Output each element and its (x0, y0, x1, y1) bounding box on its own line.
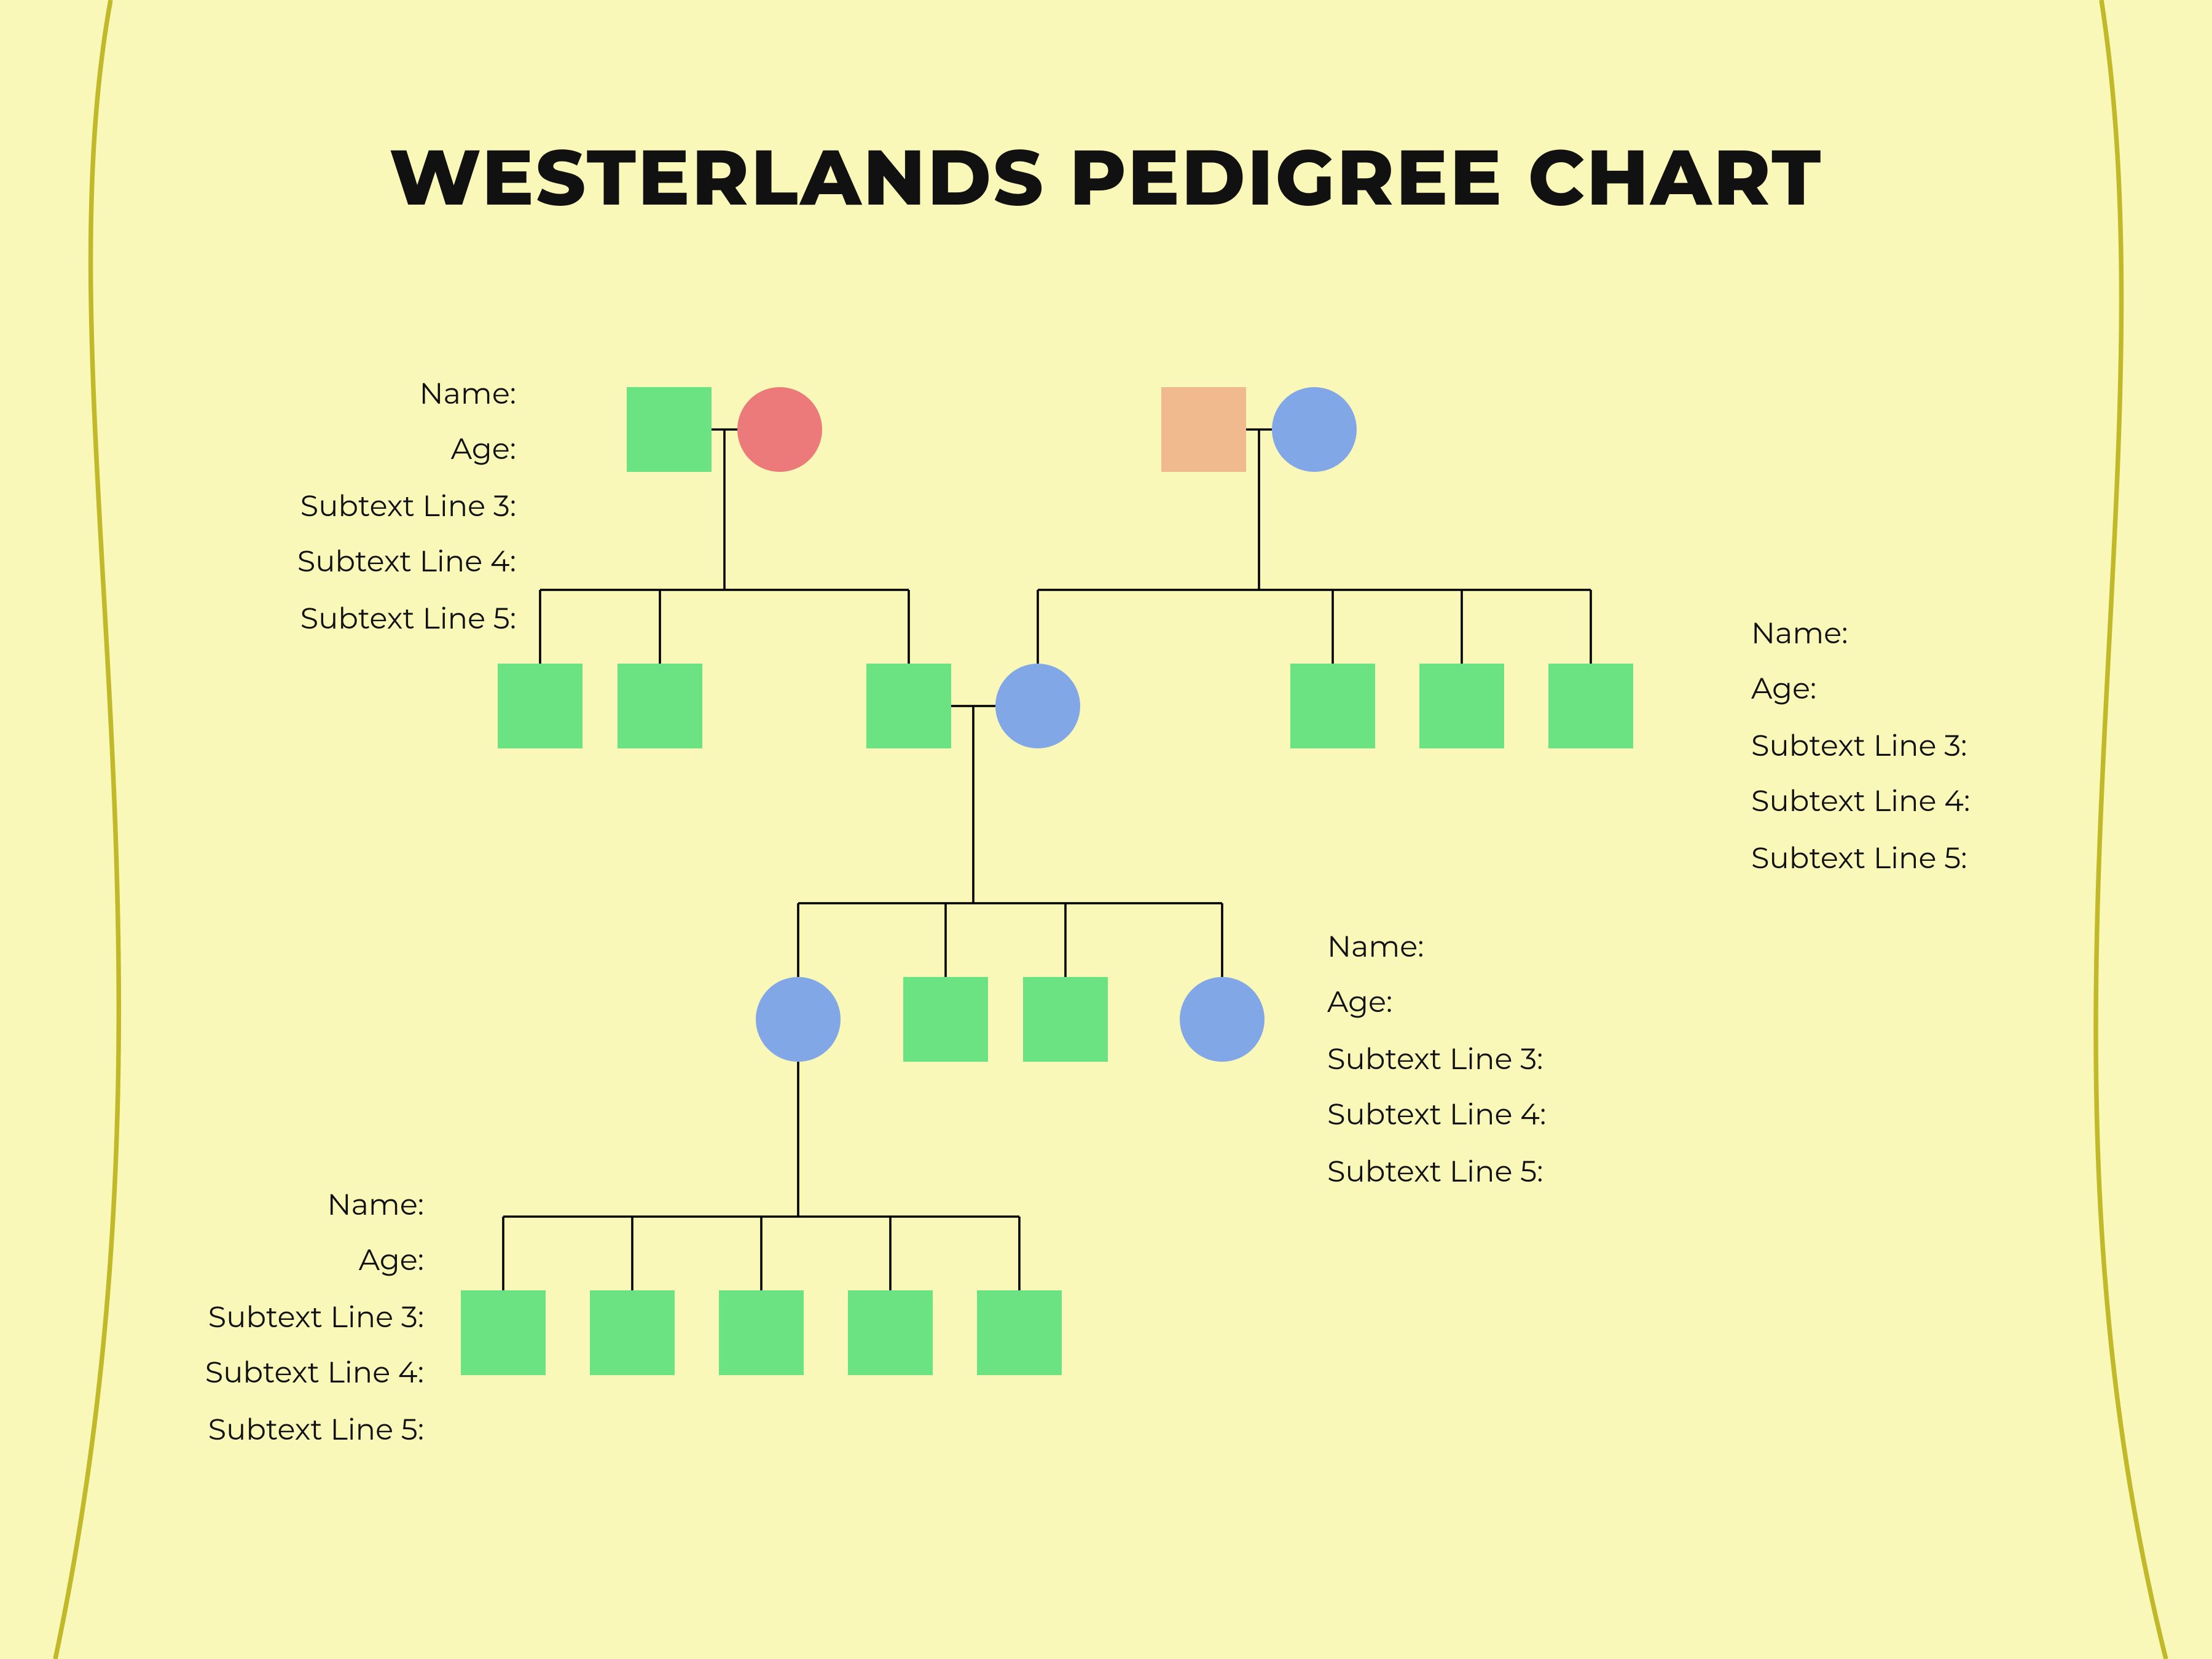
node-g4-3 (719, 1290, 804, 1375)
node-g2-4f (995, 664, 1080, 748)
label-line: Subtext Line 4: (205, 1348, 424, 1404)
label-block-lbl-2: Name:Age:Subtext Line 3:Subtext Line 4:S… (1751, 608, 1970, 888)
label-line: Subtext Line 5: (1751, 833, 1970, 888)
label-line: Subtext Line 4: (297, 537, 516, 593)
node-g1-f (737, 387, 822, 472)
node-g3-2 (903, 977, 988, 1062)
label-block-lbl-3: Name:Age:Subtext Line 3:Subtext Line 4:S… (1327, 922, 1546, 1202)
label-line: Subtext Line 5: (1327, 1146, 1546, 1202)
label-line: Subtext Line 3: (1751, 720, 1970, 776)
label-line: Name: (1751, 608, 1970, 664)
node-g1-m (627, 387, 712, 472)
label-line: Age: (1751, 664, 1970, 720)
node-g2-6 (1419, 664, 1504, 748)
label-line: Subtext Line 4: (1751, 777, 1970, 833)
label-line: Subtext Line 3: (1327, 1033, 1546, 1089)
label-line: Subtext Line 5: (205, 1404, 424, 1460)
label-line: Age: (1327, 978, 1546, 1033)
node-g1b-m (1161, 387, 1246, 472)
label-line: Age: (205, 1236, 424, 1292)
label-line: Name: (297, 369, 516, 425)
label-line: Subtext Line 4: (1327, 1090, 1546, 1146)
label-line: Name: (205, 1180, 424, 1236)
node-g1b-f (1272, 387, 1357, 472)
label-line: Subtext Line 3: (297, 480, 516, 536)
node-g3-1f (756, 977, 841, 1062)
node-g4-5 (977, 1290, 1062, 1375)
label-line: Subtext Line 3: (205, 1292, 424, 1347)
label-line: Age: (297, 425, 516, 480)
node-g2-7 (1548, 664, 1633, 748)
node-g3-3 (1023, 977, 1108, 1062)
label-block-lbl-1: Name:Age:Subtext Line 3:Subtext Line 4:S… (297, 369, 516, 649)
node-g2-5 (1290, 664, 1375, 748)
node-g4-4 (848, 1290, 933, 1375)
node-g4-1 (461, 1290, 546, 1375)
label-block-lbl-4: Name:Age:Subtext Line 3:Subtext Line 4:S… (205, 1180, 424, 1460)
node-g2-3 (866, 664, 951, 748)
node-g2-2 (618, 664, 702, 748)
pedigree-chart-canvas: WESTERLANDS PEDIGREE CHART Name:Age:Subt… (0, 0, 2212, 1659)
label-line: Subtext Line 5: (297, 593, 516, 649)
node-g2-1 (498, 664, 582, 748)
node-g3-4f (1180, 977, 1265, 1062)
node-g4-2 (590, 1290, 675, 1375)
label-line: Name: (1327, 922, 1546, 978)
